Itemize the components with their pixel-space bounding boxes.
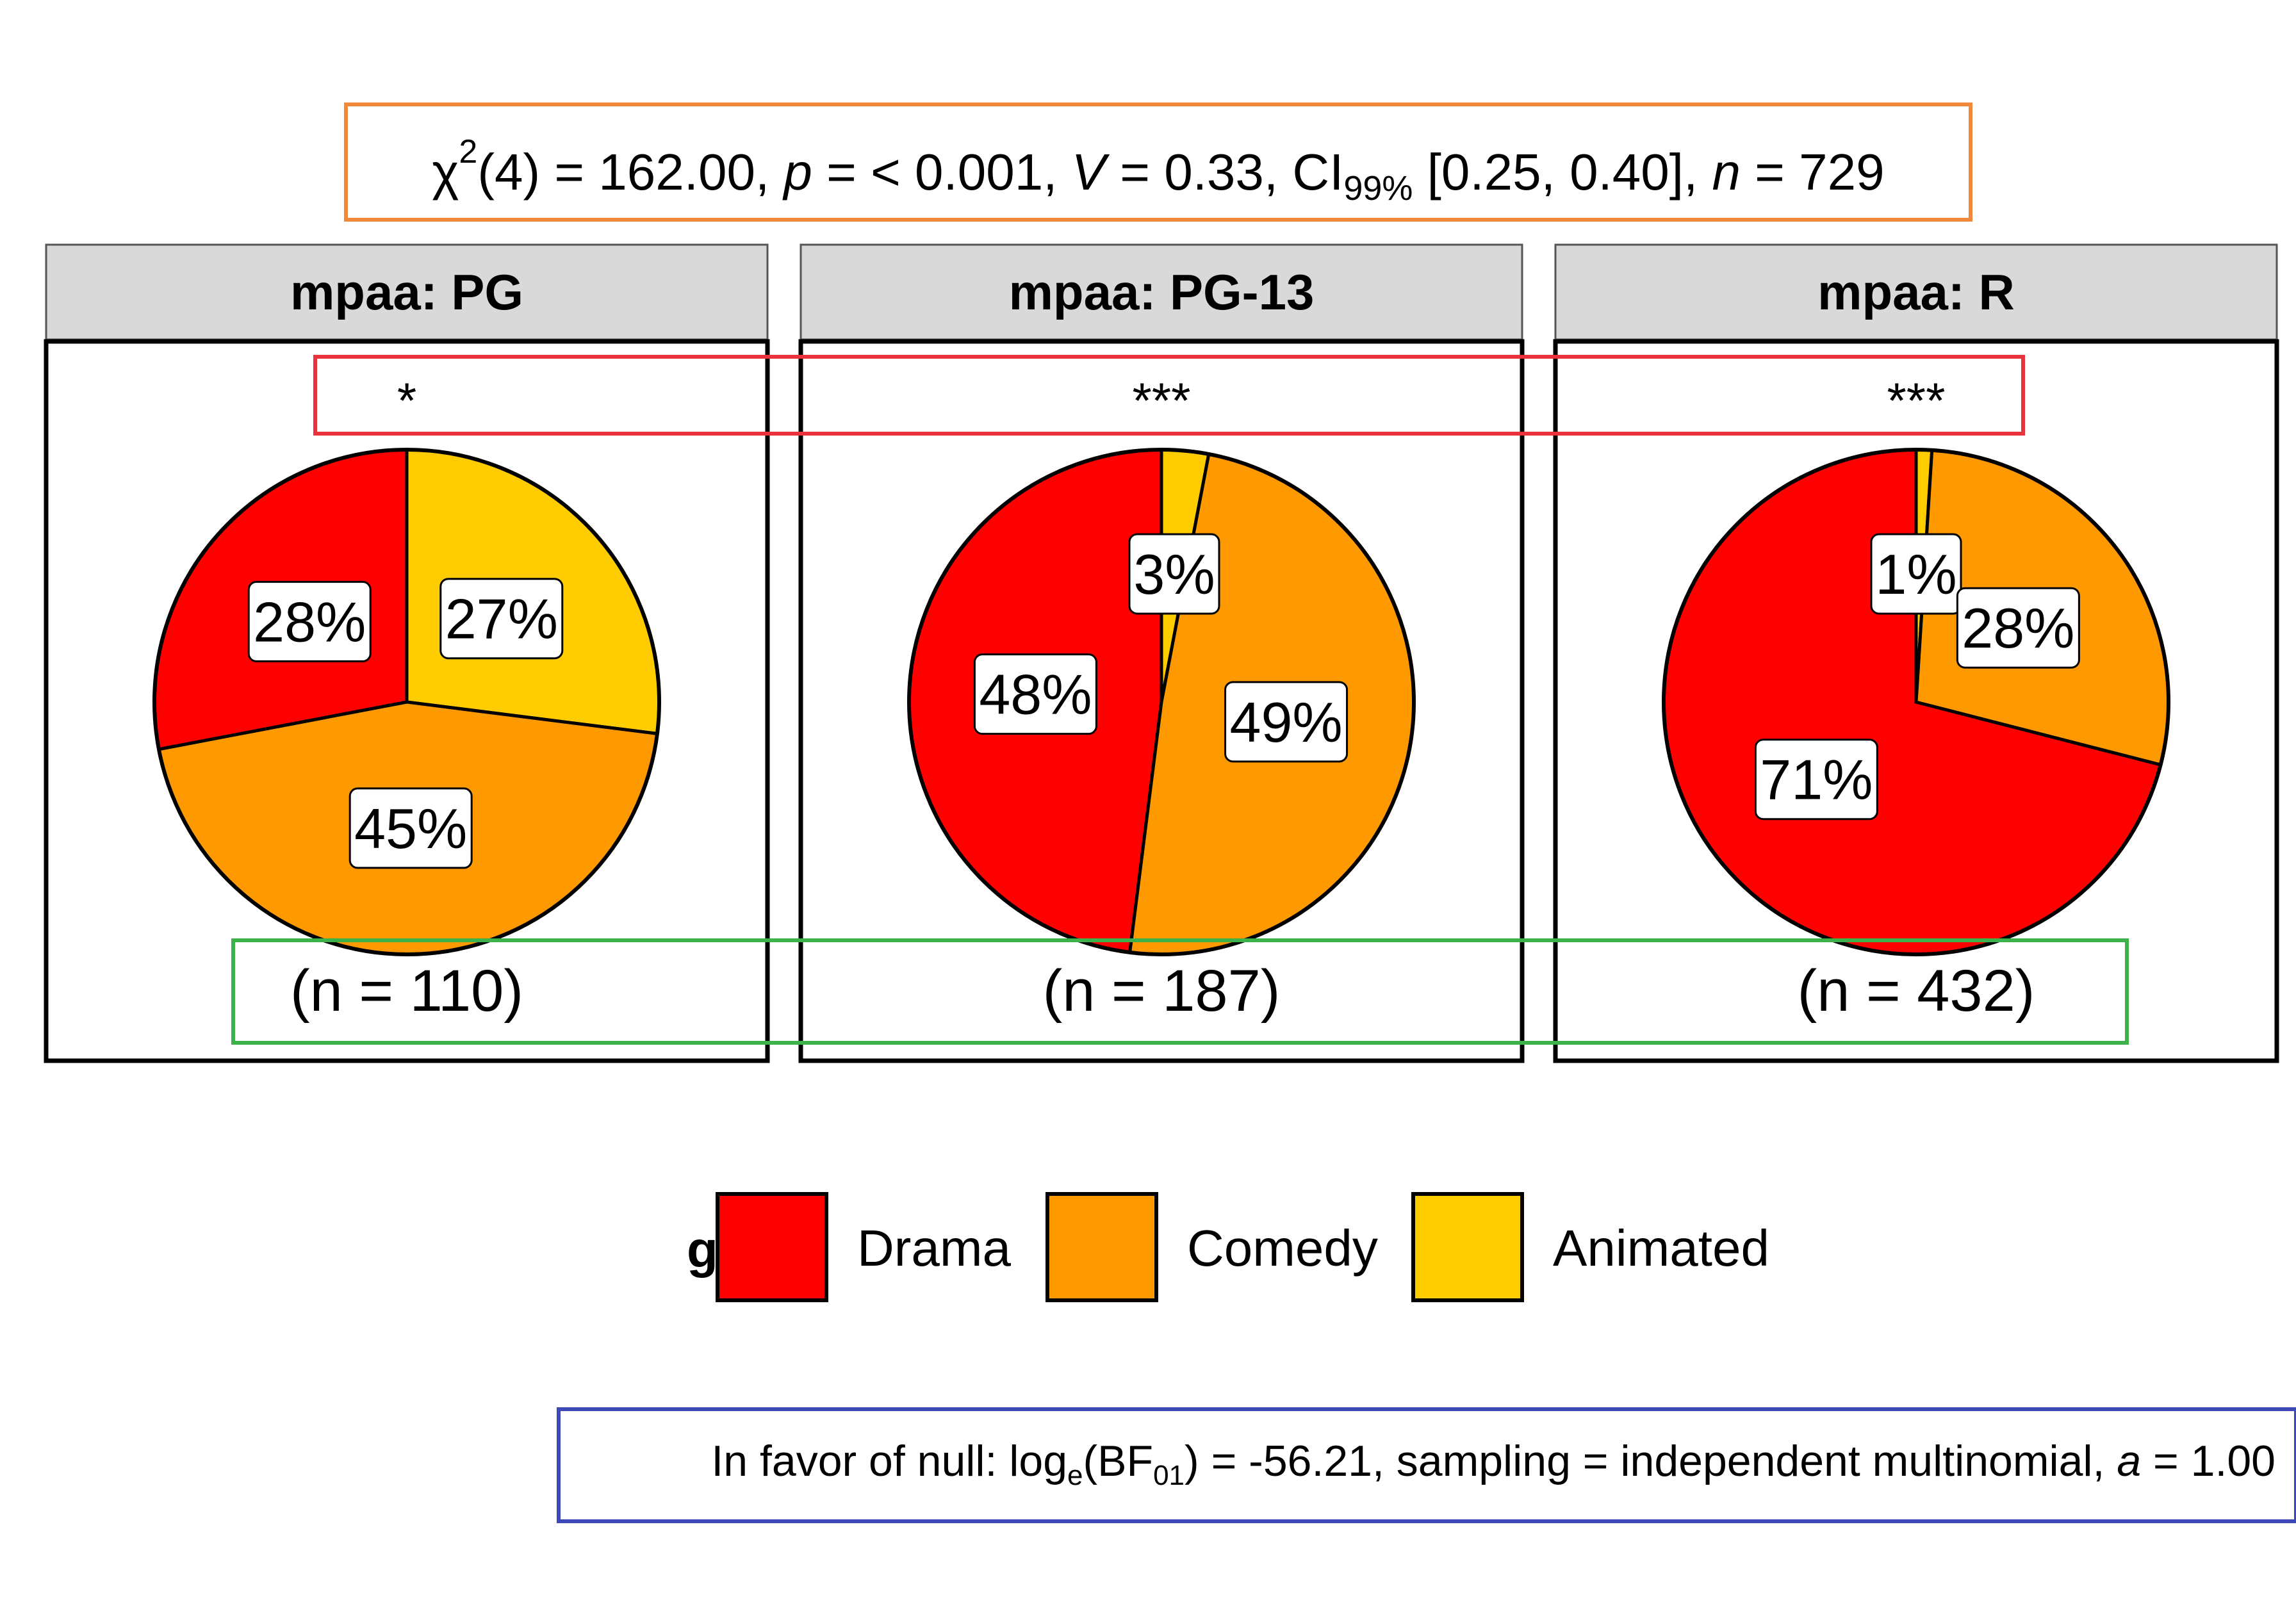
- subtitle-ci-subscript: 99%: [1343, 169, 1413, 208]
- caption-bf-subscript: 01: [1153, 1460, 1185, 1491]
- subtitle-chi-symbol: χ: [432, 143, 459, 200]
- slice-label-animated: 3%: [1133, 543, 1215, 606]
- subtitle: χ2(4) = 162.00, p = < 0.001, V = 0.33, C…: [344, 102, 1972, 222]
- slice-label-box: [439, 578, 564, 660]
- caption-a-value: = 1.00: [2141, 1437, 2276, 1485]
- slice-label-box: [1754, 739, 1878, 821]
- slice-label-comedy: 28%: [1962, 596, 2074, 660]
- slice-label-box: [973, 653, 1097, 735]
- facet-strip-label: mpaa: PG: [290, 264, 523, 320]
- subtitle-n-value: = 729: [1741, 143, 1885, 200]
- legend-label-drama: Drama: [857, 1220, 1012, 1277]
- caption-bf-open: (BF: [1083, 1437, 1154, 1485]
- caption-highlight-box: [557, 1407, 2296, 1523]
- sample-size-label: (n = 110): [290, 958, 523, 1024]
- slice-label-box: [1128, 533, 1220, 615]
- facet-strip-label: mpaa: R: [1817, 264, 2015, 320]
- subtitle-text: χ2(4) = 162.00, p = < 0.001, V = 0.33, C…: [432, 133, 1884, 208]
- subtitle-p-symbol: p: [782, 143, 812, 200]
- pie-outline: [1662, 448, 2170, 956]
- slice-label-box: [247, 580, 372, 662]
- facet-panel-3: mpaa: R *** 71% 1%28% (n = 432): [1553, 243, 2279, 1063]
- subtitle-p-value: = < 0.001,: [812, 143, 1072, 200]
- slice-label-comedy: 45%: [354, 797, 467, 860]
- slice-label-drama: 71%: [1760, 748, 1873, 812]
- slice-label-animated: 1%: [1875, 543, 1956, 606]
- caption: In favor of null: loge(BF01) = -56.21, s…: [557, 1407, 2296, 1523]
- caption-a-symbol: a: [2117, 1437, 2141, 1485]
- caption-text: In favor of null: loge(BF01) = -56.21, s…: [711, 1437, 2276, 1491]
- sample-size-highlight-box: [231, 938, 2129, 1045]
- slice-label-box: [1224, 681, 1349, 763]
- caption-log-subscript: e: [1067, 1460, 1083, 1491]
- facet-panels: mpaa: PG * 28% 27% 45% (n = 110) mpaa: PG-13 **…: [44, 243, 2279, 1063]
- legend-entries: Drama Comedy Animated: [716, 1192, 1769, 1302]
- pie-outline: [907, 448, 1416, 956]
- caption-rest: ) = -56.21, sampling = independent multi…: [1185, 1437, 2117, 1485]
- significance-label: ***: [1132, 372, 1190, 429]
- pie-outline: [152, 448, 661, 956]
- legend-key-animated: [1411, 1192, 1524, 1302]
- subtitle-highlight-box: [344, 102, 1972, 222]
- facet-panel-border: [1553, 339, 2279, 1063]
- sample-size-label: (n = 187): [1043, 958, 1281, 1024]
- subtitle-n-symbol: n: [1712, 143, 1741, 200]
- subtitle-df: (4) = 162.00,: [477, 143, 783, 200]
- slice-label-box: [1956, 587, 2080, 669]
- subtitle-v-symbol: V: [1072, 143, 1110, 200]
- legend-key-drama: [716, 1192, 828, 1302]
- subtitle-ci-value: [0.25, 0.40],: [1413, 143, 1712, 200]
- facet-panel-1: mpaa: PG * 28% 27% 45% (n = 110): [44, 243, 770, 1063]
- subtitle-chi-superscript: 2: [459, 133, 477, 170]
- slice-label-drama: 28%: [253, 590, 366, 653]
- facet-strip: [1554, 243, 2278, 341]
- legend-key-comedy: [1046, 1192, 1158, 1302]
- caption-prefix: In favor of null: log: [711, 1437, 1067, 1485]
- sample-size-label: (n = 432): [1798, 958, 2035, 1024]
- facet-panel-2: mpaa: PG-13 *** 48% 3% 49% (n = 187): [798, 243, 1525, 1063]
- significance-label: ***: [1887, 372, 1945, 429]
- facet-strip-label: mpaa: PG-13: [1009, 264, 1315, 320]
- slice-label-animated: 27%: [445, 587, 558, 651]
- slice-label-drama: 48%: [979, 663, 1092, 726]
- legend-label-animated: Animated: [1553, 1220, 1769, 1277]
- slice-label-box: [348, 787, 473, 869]
- significance-label: *: [397, 372, 416, 429]
- subtitle-v-value: = 0.33, CI: [1106, 143, 1343, 200]
- significance-highlight-box: [313, 355, 2025, 436]
- facet-panel-border: [798, 339, 1525, 1063]
- slice-label-comedy: 49%: [1230, 691, 1343, 754]
- facet-panel-border: [44, 339, 770, 1063]
- legend-label-comedy: Comedy: [1187, 1220, 1378, 1277]
- slice-label-box: [1870, 533, 1962, 615]
